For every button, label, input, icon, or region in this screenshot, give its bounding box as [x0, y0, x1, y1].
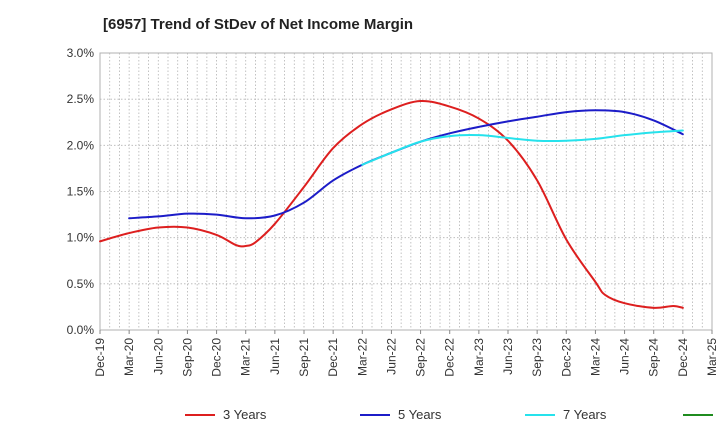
y-tick-label: 0.5%	[67, 277, 95, 291]
x-tick-label: Dec-24	[676, 338, 690, 377]
x-tick-label: Jun-21	[268, 338, 282, 375]
x-tick-label: Jun-23	[501, 338, 515, 375]
x-tick-label: Mar-20	[122, 338, 136, 376]
y-tick-label: 3.0%	[67, 46, 95, 60]
x-tick-label: Jun-24	[618, 338, 632, 375]
x-tick-label: Sep-23	[530, 338, 544, 377]
legend-item-10-years: 10 Years	[683, 414, 713, 416]
x-tick-label: Dec-20	[210, 338, 224, 377]
legend-item-5-years: 5 Years	[360, 407, 442, 422]
y-tick-label: 1.5%	[67, 185, 95, 199]
series-line-3-years	[99, 99, 684, 309]
legend-label: 7 Years	[563, 407, 607, 422]
legend-label: 3 Years	[223, 407, 267, 422]
y-tick-label: 0.0%	[67, 323, 95, 337]
x-tick-label: Jun-20	[151, 338, 165, 375]
y-tick-label: 1.0%	[67, 231, 95, 245]
x-tick-label: Dec-19	[93, 338, 107, 377]
x-tick-label: Mar-24	[588, 338, 602, 376]
x-tick-label: Sep-21	[297, 338, 311, 377]
x-tick-label: Dec-22	[443, 338, 457, 377]
x-tick-label: Sep-22	[414, 338, 428, 377]
x-tick-label: Jun-22	[384, 338, 398, 375]
legend-item-7-years: 7 Years	[525, 407, 607, 422]
legend-label: 5 Years	[398, 407, 442, 422]
x-tick-label: Mar-22	[355, 338, 369, 376]
x-tick-label: Mar-21	[239, 338, 253, 376]
x-tick-label: Mar-23	[472, 338, 486, 376]
legend-item-3-years: 3 Years	[185, 407, 267, 422]
x-tick-label: Sep-20	[180, 338, 194, 377]
y-tick-label: 2.5%	[67, 92, 95, 106]
chart-title: [6957] Trend of StDev of Net Income Marg…	[103, 16, 414, 33]
y-tick-label: 2.0%	[67, 138, 95, 152]
series-line-7-years	[361, 129, 684, 166]
x-tick-label: Dec-21	[326, 338, 340, 377]
x-tick-label: Dec-23	[559, 338, 573, 377]
x-tick-label: Mar-25	[705, 338, 719, 376]
x-tick-label: Sep-24	[647, 338, 661, 377]
